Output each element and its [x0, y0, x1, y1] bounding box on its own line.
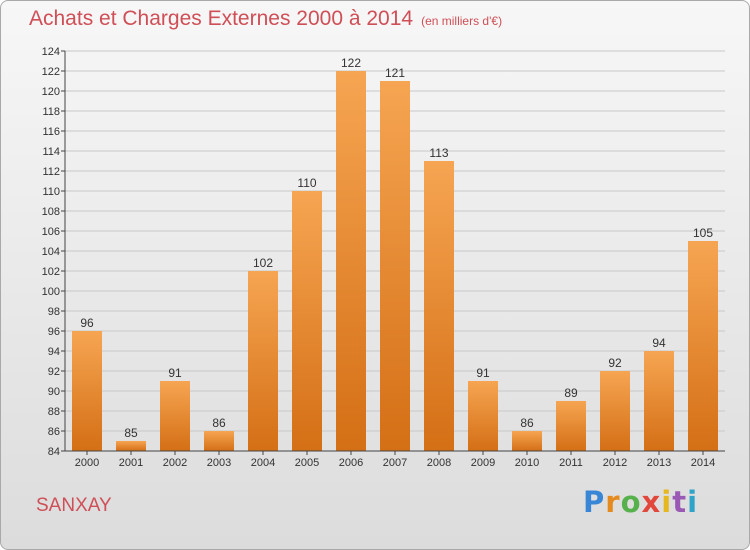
bar — [248, 271, 278, 451]
y-tick-label: 88 — [48, 406, 60, 418]
logo-letter: o — [620, 485, 642, 519]
y-tick-label: 96 — [48, 326, 60, 338]
bar-value-label: 85 — [124, 426, 138, 440]
bars — [72, 71, 718, 451]
logo-letter: r — [605, 485, 621, 519]
x-axis-ticks: 2000 2001 2002 2003 2004 2005 2006 2007 2008 2009… — [75, 451, 715, 469]
x-tick-label: 2004 — [251, 457, 275, 469]
x-tick-label: 2011 — [559, 457, 583, 469]
bar — [336, 71, 366, 451]
x-tick-label: 2013 — [647, 457, 671, 469]
x-tick-label: 2006 — [339, 457, 363, 469]
chart-subtitle: (en milliers d'€) — [421, 14, 503, 28]
y-tick-label: 122 — [42, 66, 60, 78]
y-tick-label: 94 — [48, 346, 60, 358]
y-tick-label: 120 — [42, 86, 60, 98]
bar-value-label: 89 — [564, 386, 578, 400]
bar — [116, 441, 146, 451]
logo-letter: i — [661, 485, 673, 519]
bar — [512, 431, 542, 451]
y-tick-label: 104 — [42, 246, 60, 258]
y-tick-label: 90 — [48, 386, 60, 398]
y-tick-label: 86 — [48, 426, 60, 438]
bar-value-label: 94 — [652, 336, 666, 350]
logo-letter: P — [583, 485, 606, 519]
bar-value-label: 86 — [212, 416, 226, 430]
bar — [644, 351, 674, 451]
x-tick-label: 2008 — [427, 457, 451, 469]
logo-letter: i — [687, 485, 699, 519]
bar — [688, 241, 718, 451]
bar-value-label: 121 — [385, 66, 405, 80]
x-tick-label: 2009 — [471, 457, 495, 469]
bar-value-label: 91 — [476, 366, 490, 380]
bar-value-label: 105 — [693, 226, 713, 240]
bar — [600, 371, 630, 451]
y-tick-label: 92 — [48, 366, 60, 378]
bar — [424, 161, 454, 451]
y-tick-label: 84 — [48, 446, 60, 458]
y-tick-label: 100 — [42, 286, 60, 298]
bar — [292, 191, 322, 451]
x-tick-label: 2002 — [163, 457, 187, 469]
y-tick-label: 110 — [42, 186, 60, 198]
logo-letter: x — [641, 485, 662, 519]
x-tick-label: 2014 — [691, 457, 715, 469]
bar — [380, 81, 410, 451]
data-labels: 96 85 91 86 102 110 122 121 113 91 86 89 92 94 105 — [80, 56, 713, 440]
town-name: SANXAY — [36, 495, 112, 516]
y-tick-label: 98 — [48, 306, 60, 318]
x-tick-label: 2012 — [603, 457, 627, 469]
bar-value-label: 86 — [520, 416, 534, 430]
y-tick-label: 124 — [42, 46, 60, 58]
x-tick-label: 2007 — [383, 457, 407, 469]
y-tick-label: 112 — [42, 166, 60, 178]
bar — [204, 431, 234, 451]
y-tick-label: 116 — [42, 126, 60, 138]
x-tick-label: 2005 — [295, 457, 319, 469]
bar-value-label: 91 — [168, 366, 182, 380]
bar-value-label: 102 — [253, 256, 273, 270]
y-tick-label: 102 — [42, 266, 60, 278]
x-tick-label: 2001 — [119, 457, 143, 469]
y-tick-label: 108 — [42, 206, 60, 218]
chart-title: Achats et Charges Externes 2000 à 2014 (e… — [29, 7, 502, 31]
bar — [72, 331, 102, 451]
x-tick-label: 2003 — [207, 457, 231, 469]
bar-value-label: 122 — [341, 56, 361, 70]
y-tick-label: 114 — [42, 146, 60, 158]
bar — [468, 381, 498, 451]
x-tick-label: 2010 — [515, 457, 539, 469]
bar-value-label: 96 — [80, 316, 94, 330]
x-tick-label: 2000 — [75, 457, 99, 469]
bar — [160, 381, 190, 451]
logo-letter: t — [672, 485, 688, 519]
bar-value-label: 92 — [608, 356, 622, 370]
bar-value-label: 113 — [429, 146, 448, 160]
y-tick-label: 118 — [42, 106, 60, 118]
bar-value-label: 110 — [297, 176, 316, 190]
proxiti-logo: Proxiti — [583, 485, 698, 519]
chart-title-text: Achats et Charges Externes 2000 à 2014 — [29, 7, 414, 30]
y-tick-label: 106 — [42, 226, 60, 238]
bar — [556, 401, 586, 451]
